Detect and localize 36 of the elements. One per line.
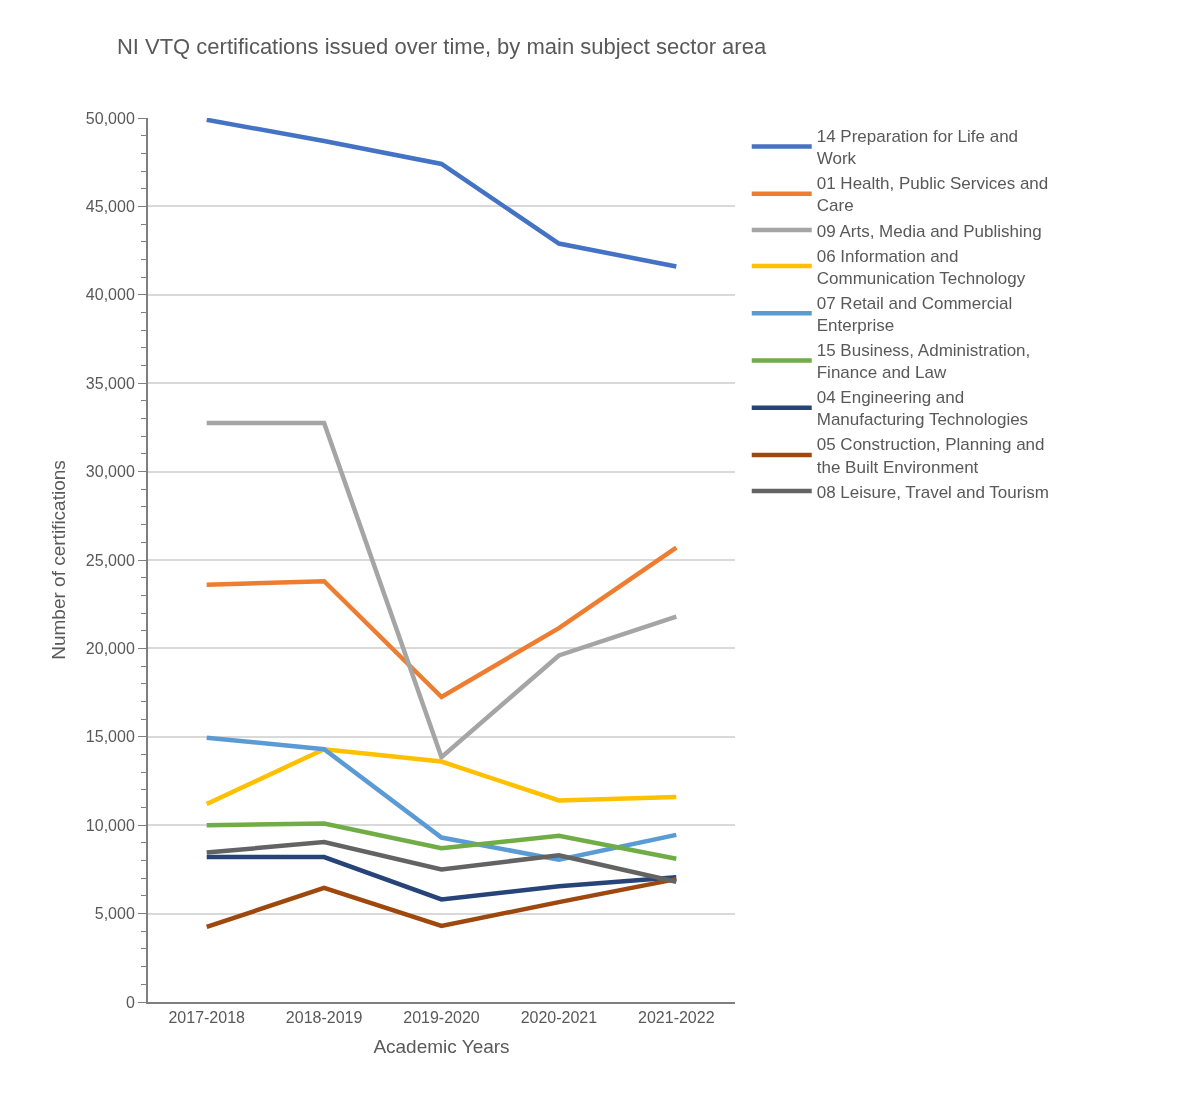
y-tick-label: 10,000 [85,816,135,834]
legend-label: 07 Retail and Commercial Enterprise [816,293,1013,335]
x-axis-title: Academic Years [373,1036,510,1058]
x-tick-label: 2019-2020 [403,1008,480,1026]
x-tick-label: 2021-2022 [638,1008,715,1026]
y-tick-label: 0 [125,993,135,1011]
legend-label: 06 Information and Communication Technology [816,246,1026,288]
legend-label: 01 Health, Public Services and Care [816,174,1049,216]
chart-title: NI VTQ certifications issued over time, by main subject sector area [116,34,767,60]
legend-label: 08 Leisure, Travel and Tourism [816,482,1049,502]
line-series [204,854,679,902]
y-tick-label: 25,000 [85,551,135,569]
legend-label: 04 Engineering and Manufacturing Technologies [816,388,1029,430]
y-tick-label: 35,000 [85,374,135,392]
legend-label: 05 Construction, Planning and the Built Environment [816,435,1045,477]
y-tick-label: 50,000 [85,109,135,127]
x-tick-label: 2017-2018 [168,1008,246,1026]
y-tick-label: 15,000 [85,728,135,746]
line-series [204,839,679,885]
line-series [204,821,679,862]
y-tick-label: 45,000 [85,198,135,215]
legend-label: 09 Arts, Media and Publishing [816,221,1042,241]
line-series [204,746,679,807]
line-series [204,876,679,930]
line-series [204,118,679,269]
x-tick-label: 2018-2019 [285,1008,363,1026]
legend-label: 15 Business, Administration, Finance and Law [816,341,1031,383]
y-tick-label: 5,000 [94,905,135,923]
legend-label: 14 Preparation for Life and Work [816,127,1019,169]
line-series [204,545,679,700]
line-series [204,420,679,760]
y-tick-label: 20,000 [85,640,135,657]
y-tick-label: 40,000 [85,286,135,304]
x-tick-label: 2020-2021 [520,1008,598,1026]
y-axis-title: Number of certifications [48,460,70,660]
y-tick-label: 30,000 [85,463,135,481]
